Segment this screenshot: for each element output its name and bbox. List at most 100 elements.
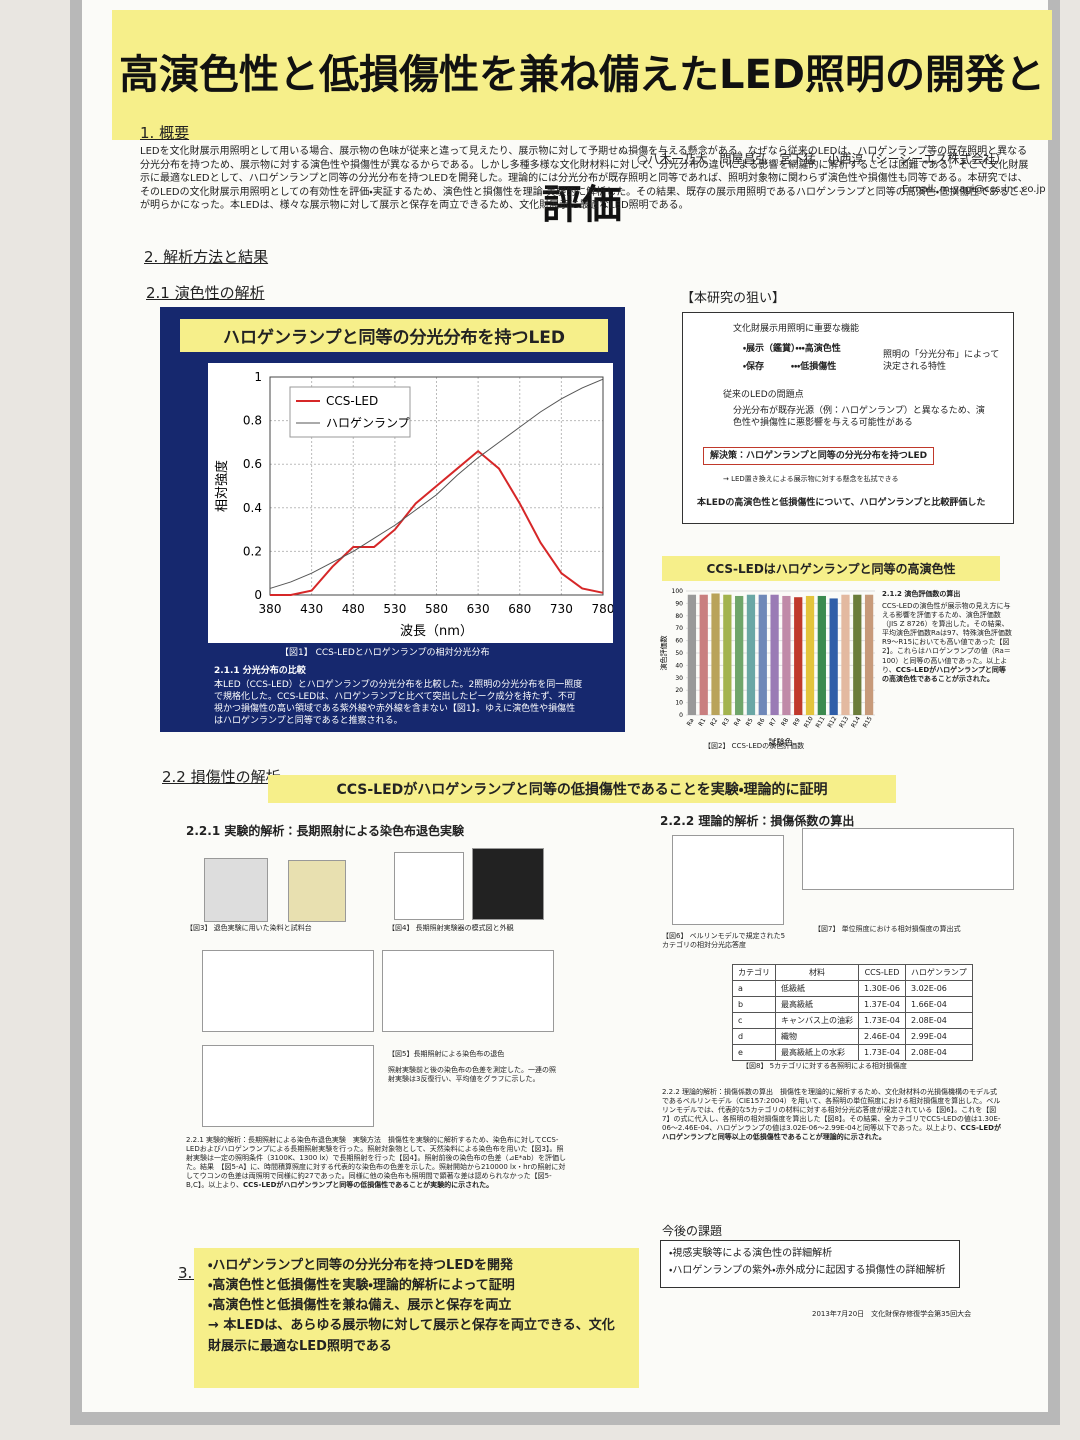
table-cell: 3.02E-06 [904, 980, 973, 997]
figure-caption: 【図6】 ベルリンモデルで規定された5カテゴリの相対分光応答度 [662, 932, 786, 950]
aim-text: → LED置き換えによる展示物に対する懸念を払拭できる [723, 475, 899, 483]
y-tick-label: 50 [675, 650, 683, 657]
y-tick-label: 40 [675, 662, 683, 669]
paragraph: 照射実験前と後の染色布の色差を測定した。一連の照射実験は3反復行い、平均値をグラ… [388, 1066, 556, 1084]
table-cell: 1.37E-04 [858, 996, 906, 1013]
x-tick-label: Ra [686, 717, 696, 727]
poster: 高演色性と低損傷性を兼ね備えたLED照明の開発と評価 ○八木一乃大 問屋昌弘 宮… [82, 0, 1052, 1412]
aim-box: 【本研究の狙い】 文化財展示用照明に重要な機能 ・展示（鑑賞）・・・高演色性 ・… [681, 291, 1014, 524]
table-cell: 1.73E-04 [858, 1044, 906, 1061]
y-tick-label: 0.4 [243, 501, 262, 515]
sub-heading: 2.2.2 理論的解析：損傷係数の算出 [660, 814, 855, 828]
x-axis-label: 波長（nm） [400, 624, 473, 639]
table-cell: c [732, 1012, 776, 1029]
bar [735, 595, 744, 715]
y-tick-label: 0 [254, 588, 262, 602]
poster-title: 高演色性と低損傷性を兼ね備えたLED照明の開発と評価 [112, 10, 1052, 228]
x-tick-label: R10 [803, 715, 815, 729]
damage-table: カテゴリ 材料 CCS-LED ハロゲンランプ a 低級紙 1.30E-06 3.02E-06… [732, 964, 973, 1061]
figure-caption: 【図2】 CCS-LEDの演色評価数 [704, 742, 805, 750]
x-tick-label: 380 [259, 602, 282, 616]
table-row: d 織物 2.46E-04 2.99E-04 [732, 1028, 973, 1045]
y-tick-label: 0.2 [243, 544, 262, 558]
table-row: a 低級紙 1.30E-06 3.02E-06 [732, 980, 973, 997]
figure-graph [202, 1045, 374, 1127]
section-heading: 2.2 損傷性の解析 [162, 768, 281, 786]
paragraph: CCS-LEDの演色性が展示物の見え方に与える影響を評価するため、演色評価数（J… [882, 602, 1012, 684]
y-tick-label: 100 [672, 588, 684, 595]
legend-label: CCS-LED [326, 394, 378, 408]
figure-image [204, 858, 268, 922]
section-heading: 2. 解析方法と結果 [144, 248, 269, 266]
x-tick-label: R12 [826, 715, 838, 729]
y-tick-label: 20 [675, 687, 683, 694]
bar [758, 594, 767, 715]
sub-heading: 2.1.2 演色評価数の算出 [882, 590, 961, 598]
table-cell: 最高級紙 [775, 996, 859, 1013]
table-cell: e [732, 1044, 776, 1061]
x-tick-label: 780 [592, 602, 613, 616]
bar [829, 598, 838, 715]
section-heading: 1. 概要 [140, 124, 190, 142]
y-tick-label: 30 [675, 675, 683, 682]
paragraph-text: 2.2.1 実験的解析：長期照射による染色布退色実験 実験方法 損傷性を実験的に… [186, 1136, 567, 1190]
summary-item: ・高演色性と低損傷性を兼ね備え、展示と保存を両立 [208, 1298, 512, 1314]
aim-heading: 【本研究の狙い】 [681, 291, 786, 306]
table-header-row: カテゴリ 材料 CCS-LED ハロゲンランプ [732, 964, 973, 981]
y-tick-label: 90 [675, 600, 683, 607]
summary-item: ・高演色性と低損傷性を実験・理論的解析によって証明 [208, 1278, 515, 1294]
future-heading: 今後の課題 [662, 1224, 723, 1238]
y-tick-label: 70 [675, 625, 683, 632]
aim-text: 照明の「分光分布」によって決定される特性 [883, 350, 1000, 373]
figure-graph [202, 950, 374, 1032]
y-axis-label: 演色評価数 [660, 636, 668, 671]
footer: 2013年7月20日 文化財保存修復学会第35回大会 [812, 1310, 972, 1318]
aim-text: 従来のLEDの問題点 [723, 390, 804, 400]
paragraph-bold: CCS-LEDがハロゲンランプと同等以上の低損傷性であることが理論的に示された。 [662, 1124, 1001, 1142]
bar [805, 595, 815, 715]
table-row: c キャンバス上の油彩 1.73E-04 2.08E-04 [732, 1012, 973, 1029]
future-item: ・視感実験等による演色性の詳細解析 [669, 1248, 833, 1259]
summary-box: ・ハロゲンランプと同等の分光分布を持つLEDを開発 ・高演色性と低損傷性を実験・理… [194, 1248, 639, 1388]
y-tick-label: 0.8 [243, 414, 262, 428]
summary-item: ・ハロゲンランプと同等の分光分布を持つLEDを開発 [208, 1258, 513, 1273]
legend-label: ハロゲンランプ [326, 416, 410, 430]
table-header-cell: ハロゲンランプ [904, 964, 973, 981]
x-tick-label: R6 [756, 717, 766, 728]
paragraph: 2.2.1 実験的解析：長期照射による染色布退色実験 実験方法 損傷性を実験的に… [186, 1136, 566, 1191]
figure-image [472, 848, 544, 920]
x-tick-label: 630 [467, 602, 490, 616]
x-tick-label: 680 [508, 602, 531, 616]
figure-caption: 【図5】長期照射による染色布の退色 [388, 1050, 505, 1058]
figure-image [394, 852, 464, 920]
aim-text: 文化財展示用照明に重要な機能 [733, 324, 860, 334]
figure-caption: 【図8】 5カテゴリに対する各照明による相対損傷度 [742, 1062, 907, 1070]
x-tick-label: 580 [425, 602, 448, 616]
paragraph-bold: CCS-LEDがハロゲンランプと同等の低損傷性であることが実験的に示された。 [243, 1181, 494, 1190]
x-tick-label: R1 [697, 717, 707, 728]
x-tick-label: R13 [838, 715, 850, 729]
legend-box [289, 386, 411, 438]
aim-text: ・保存 ・・・低損傷性 [743, 362, 837, 372]
x-tick-label: 530 [383, 602, 406, 616]
line-chart: 0 0.2 0.4 0.6 0.8 1 380 430 480 530 580 630 680 730 78… [208, 363, 613, 643]
table-cell: 1.30E-06 [858, 980, 906, 997]
x-tick-label: R2 [709, 717, 719, 728]
bar [864, 594, 874, 715]
summary-item: → 本LEDは、あらゆる展示物に対して展示と保存を両立できる、文化財展示に最適な… [208, 1318, 615, 1354]
bar-chart: 0 10 20 30 40 50 60 70 80 90 100 Ra R1 R2 R3 R4 R5 R6 R7 R8… [660, 588, 875, 747]
table-cell: 1.66E-04 [904, 996, 973, 1013]
figure-caption: 【図4】 長期照射実験器の模式図と外観 [388, 924, 514, 932]
bar [794, 597, 803, 715]
figure-image [288, 860, 346, 922]
aim-text: ・展示（鑑賞）・・・高演色性 [743, 344, 841, 354]
table-row: e 最高級紙上の水彩 1.73E-04 2.08E-04 [732, 1044, 973, 1061]
x-tick-label: R5 [745, 717, 755, 728]
y-tick-label: 10 [675, 700, 683, 707]
table-header-cell: カテゴリ [732, 964, 776, 981]
figure-graph [382, 950, 554, 1032]
table-header-cell: CCS-LED [858, 964, 906, 981]
bar [687, 594, 697, 715]
x-tick-label: R7 [768, 717, 778, 728]
table-row: b 最高級紙 1.37E-04 1.66E-04 [732, 996, 973, 1013]
